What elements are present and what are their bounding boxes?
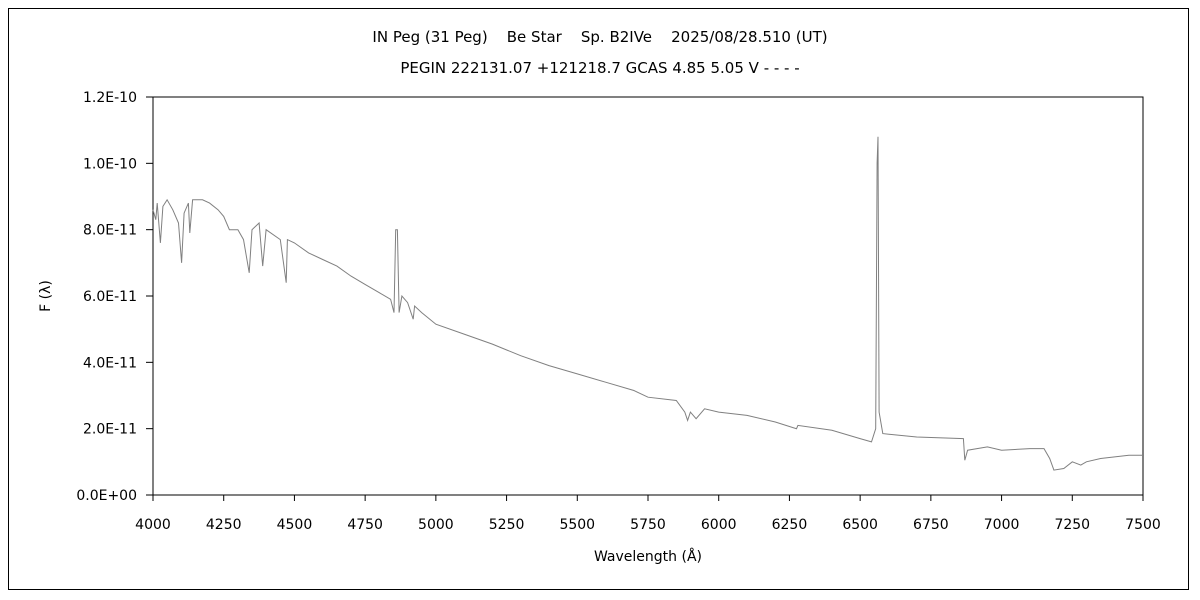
x-tick-label: 6250 — [772, 517, 808, 533]
y-tick-label: 1.0E-10 — [83, 156, 137, 172]
plot-area — [152, 96, 1144, 496]
x-tick-label: 4000 — [135, 517, 171, 533]
y-tick-label: 2.0E-11 — [83, 422, 137, 438]
x-tick-label: 7500 — [1125, 517, 1161, 533]
x-tick-label: 6500 — [842, 517, 878, 533]
chart-title: IN Peg (31 Peg) Be Star Sp. B2IVe 2025/0… — [372, 28, 828, 46]
x-tick-label: 5000 — [418, 517, 454, 533]
x-tick-label: 5500 — [559, 517, 595, 533]
x-tick-label: 4250 — [206, 517, 242, 533]
x-tick-label: 5750 — [630, 517, 666, 533]
y-tick-label: 1.2E-10 — [83, 90, 137, 106]
y-tick-label: 6.0E-11 — [83, 289, 137, 305]
spectrum-line — [152, 136, 1143, 471]
y-tick-label: 0.0E+00 — [76, 488, 137, 504]
x-tick-label: 7000 — [984, 517, 1020, 533]
x-axis-label: Wavelength (Å) — [594, 548, 702, 565]
y-tick-label: 8.0E-11 — [83, 223, 137, 239]
x-tick-label: 5250 — [489, 517, 525, 533]
chart-subtitle: PEGIN 222131.07 +121218.7 GCAS 4.85 5.05… — [400, 59, 800, 77]
x-tick-label: 4750 — [347, 517, 383, 533]
x-tick-label: 4500 — [277, 517, 313, 533]
chart-border — [8, 8, 1189, 590]
y-axis-label: F (λ) — [38, 280, 54, 312]
y-tick-label: 4.0E-11 — [83, 355, 137, 371]
x-tick-label: 6750 — [913, 517, 949, 533]
x-tick-label: 7250 — [1054, 517, 1090, 533]
x-tick-label: 6000 — [701, 517, 737, 533]
